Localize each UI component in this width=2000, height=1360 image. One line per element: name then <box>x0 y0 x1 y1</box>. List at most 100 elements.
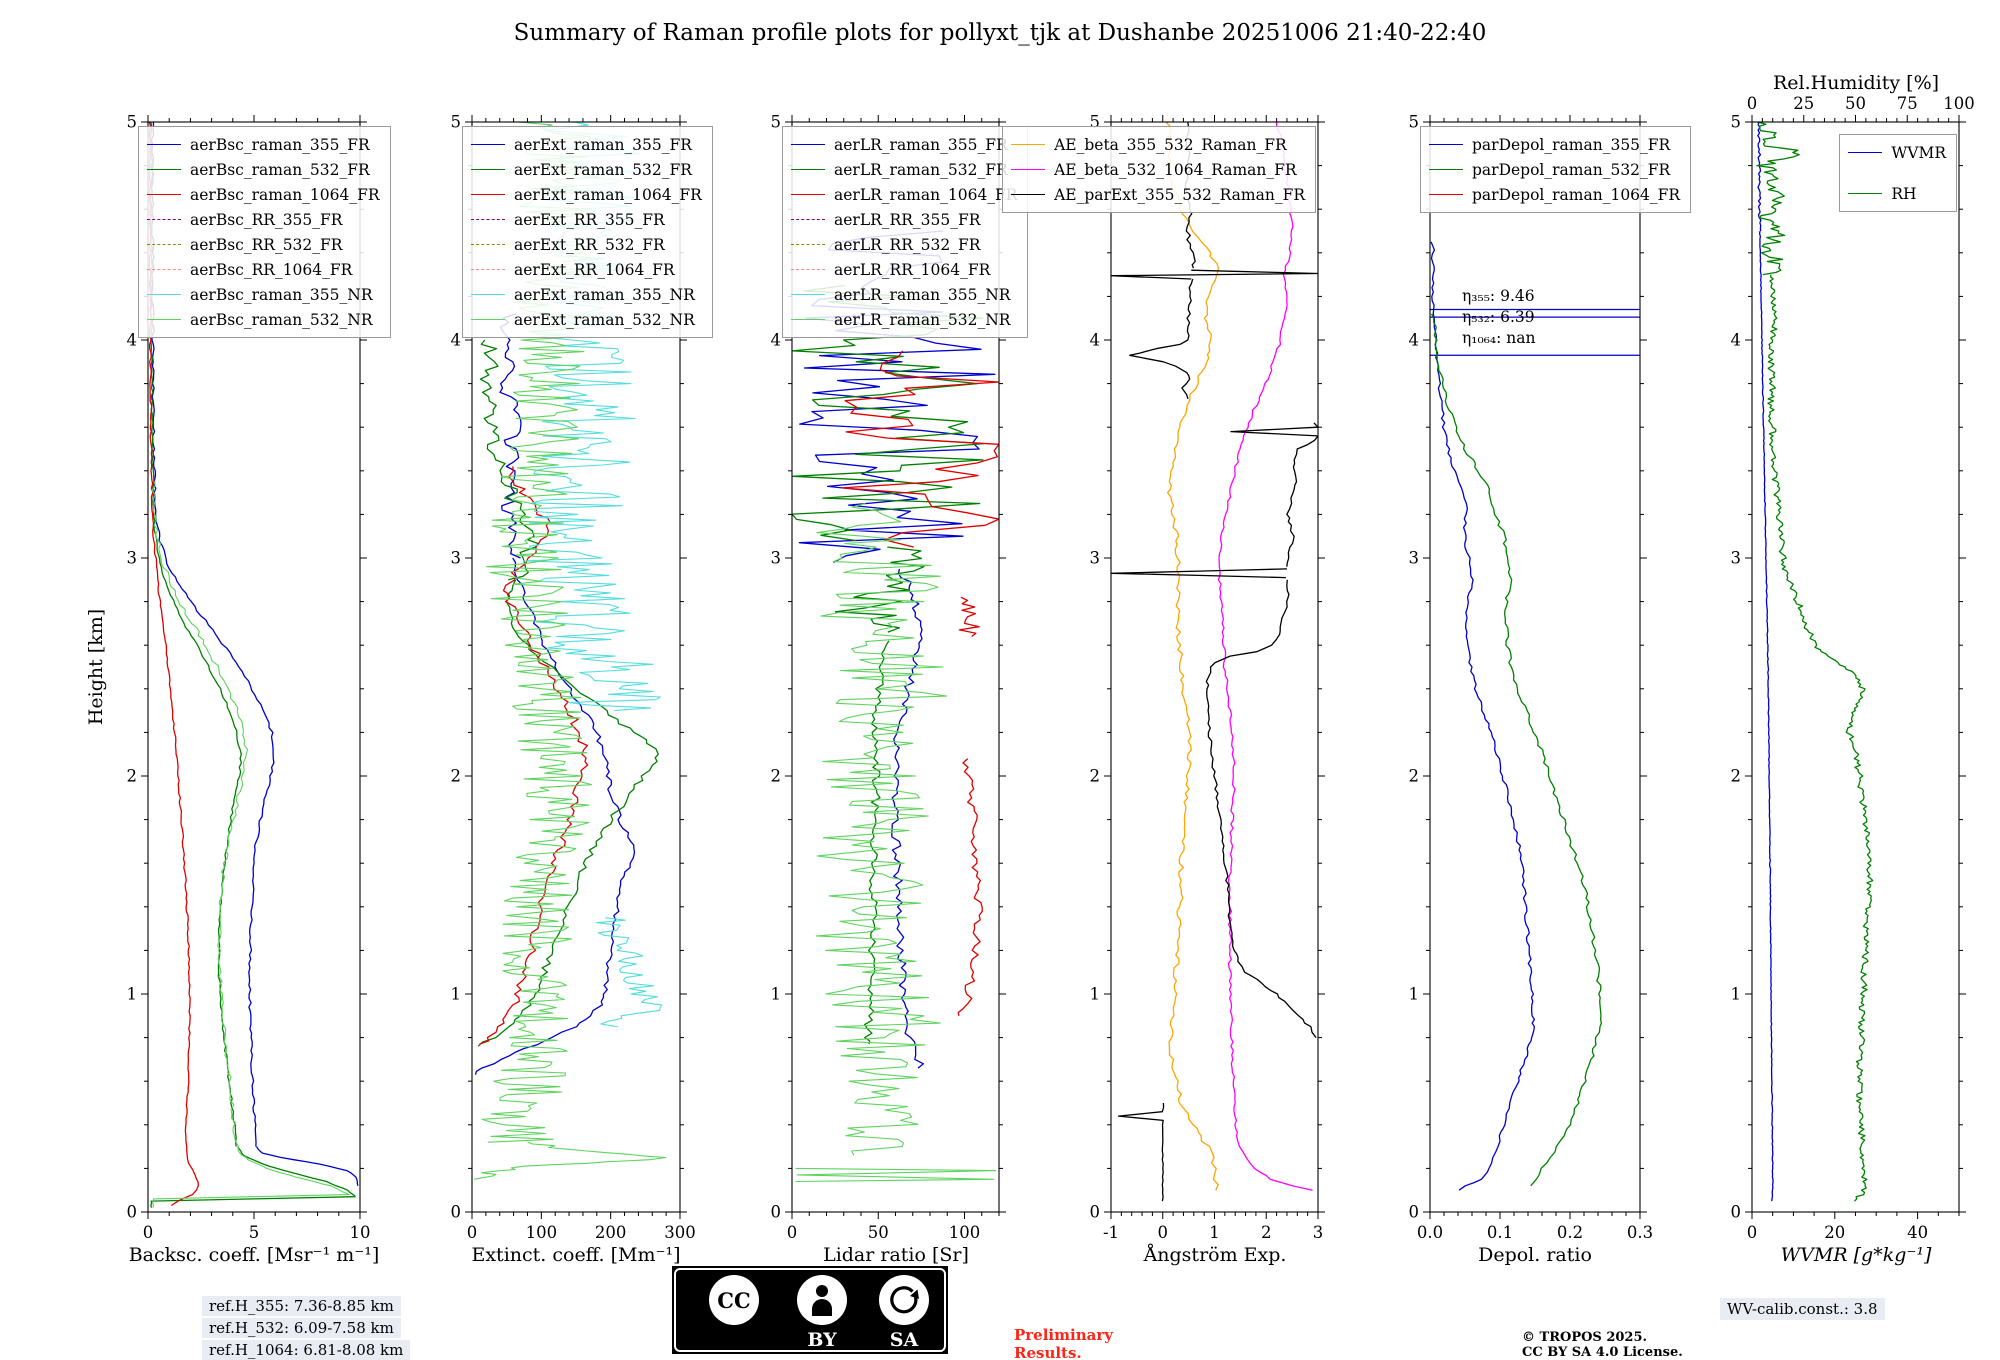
series-curve-aerLR_raman_532_NR <box>795 1167 997 1183</box>
panel-frame <box>1429 121 1641 1213</box>
x-tick-label: 0 <box>1158 1223 1169 1242</box>
legend-label: aerExt_raman_355_NR <box>514 285 695 304</box>
series-curve-AE_beta_355_532_Raman_FR <box>1165 122 1220 1191</box>
x-label-depol: Depol. ratio <box>1478 1244 1592 1266</box>
x-tick-label: 0 <box>787 1223 798 1242</box>
x-tick-label: 0 <box>467 1223 478 1242</box>
panel-legend: aerExt_raman_355_FR aerExt_raman_532_FR ae… <box>462 126 713 338</box>
legend-item: aerBsc_RR_1064_FR <box>147 257 380 282</box>
legend-line-sample <box>147 244 181 245</box>
eta-532: η₅₃₂: 6.39 <box>1462 308 1535 326</box>
legend-line-sample <box>791 269 825 270</box>
x-tick-label: 10 <box>350 1223 371 1242</box>
legend-label: AE_parExt_355_532_Raman_FR <box>1054 185 1305 204</box>
y-tick-label: 2 <box>127 767 138 786</box>
x-tick-label: 2 <box>1261 1223 1272 1242</box>
y-tick-label: 2 <box>1090 767 1101 786</box>
x-tick-label: 0.2 <box>1557 1223 1583 1242</box>
legend-item: RH <box>1848 181 1946 206</box>
legend-line-sample <box>791 169 825 170</box>
legend-label: AE_beta_355_532_Raman_FR <box>1054 135 1287 154</box>
legend-line-sample <box>1848 193 1883 194</box>
x-tick-label: 20 <box>1824 1223 1845 1242</box>
legend-item: aerLR_RR_355_FR <box>791 207 1017 232</box>
series-curve-aerBsc_raman_532_NR <box>238 1150 350 1196</box>
y-tick-label: 1 <box>1731 985 1742 1004</box>
top-tick-label: 75 <box>1897 94 1918 113</box>
series-curve-aerBsc_raman_532_NR <box>152 1194 350 1208</box>
y-tick-label: 0 <box>1731 1203 1742 1222</box>
x-tick-label: 0.0 <box>1417 1223 1443 1242</box>
legend-line-sample <box>471 219 505 220</box>
legend-item: aerBsc_RR_532_FR <box>147 232 380 257</box>
legend-item: aerExt_RR_532_FR <box>471 232 702 257</box>
x-tick-label: 0.1 <box>1487 1223 1513 1242</box>
legend-item: aerLR_raman_1064_FR <box>791 182 1017 207</box>
by-label: BY <box>807 1329 837 1351</box>
y-tick-label: 1 <box>771 985 782 1004</box>
y-tick-label: 0 <box>127 1203 138 1222</box>
legend-label: aerBsc_raman_1064_FR <box>190 185 380 204</box>
legend-label: aerLR_raman_355_NR <box>834 285 1011 304</box>
legend-label: aerLR_raman_532_FR <box>834 160 1008 179</box>
ref-height-355: ref.H_355: 7.36-8.85 km <box>202 1296 401 1316</box>
x-label-angstrom: Ångström Exp. <box>1143 1244 1287 1266</box>
legend-item: AE_parExt_355_532_Raman_FR <box>1011 182 1305 207</box>
y-tick-label: 5 <box>127 113 138 132</box>
y-tick-label: 3 <box>1731 549 1742 568</box>
legend-item: aerBsc_raman_532_NR <box>147 307 380 332</box>
legend-line-sample <box>791 194 825 195</box>
legend-label: aerLR_raman_355_FR <box>834 135 1008 154</box>
eta-355: η₃₅₅: 9.46 <box>1462 287 1535 305</box>
series-curve-aerLR_raman_532_FR <box>864 640 890 1045</box>
series-curve-aerBsc_raman_355_FR <box>256 1146 359 1186</box>
x-tick-label: 1 <box>1209 1223 1220 1242</box>
series-curve-aerExt_raman_532_FR <box>477 579 659 1047</box>
legend-line-sample <box>1429 194 1463 195</box>
y-tick-label: 3 <box>451 549 462 568</box>
copyright-note: © TROPOS 2025. CC BY SA 4.0 License. <box>1522 1330 1683 1360</box>
x-label-extinction: Extinct. coeff. [Mm⁻¹] <box>471 1244 681 1266</box>
y-tick-label: 4 <box>1090 331 1101 350</box>
y-tick-label: 4 <box>451 331 462 350</box>
panel-legend: parDepol_raman_355_FR parDepol_raman_532_… <box>1420 126 1692 213</box>
panel-legend: aerBsc_raman_355_FR aerBsc_raman_532_FR ae… <box>138 126 391 338</box>
sa-label: SA <box>890 1329 919 1351</box>
panel-frame <box>1110 121 1319 1213</box>
legend-line-sample <box>1848 152 1883 153</box>
series-curve-aerLR_raman_1064_FR <box>958 596 980 638</box>
legend-label: aerExt_raman_532_FR <box>514 160 692 179</box>
x-tick-label: 100 <box>526 1223 558 1242</box>
legend-line-sample <box>1011 194 1046 195</box>
top-tick-label: 0 <box>1747 94 1758 113</box>
series-curve-WVMR <box>1757 122 1762 232</box>
top-tick-label: 25 <box>1793 94 1814 113</box>
legend-line-sample <box>471 144 505 145</box>
legend-label: RH <box>1891 184 1917 203</box>
y-tick-label: 4 <box>771 331 782 350</box>
sa-arrows-icon <box>879 1275 929 1325</box>
legend-line-sample <box>147 269 181 270</box>
legend-line-sample <box>147 169 181 170</box>
legend-label: aerExt_RR_1064_FR <box>514 260 675 279</box>
panel-legend: aerLR_raman_355_FR aerLR_raman_532_FR aerL… <box>782 126 1029 338</box>
legend-line-sample <box>471 319 505 320</box>
legend-label: aerExt_raman_1064_FR <box>514 185 702 204</box>
series-curve-AE_parExt_355_532_Raman_FR <box>1117 1102 1165 1202</box>
eta-1064: η₁₀₆₄: nan <box>1462 329 1536 347</box>
series-curve-RH <box>1756 122 1800 276</box>
y-tick-label: 3 <box>1090 549 1101 568</box>
legend-label: aerLR_RR_532_FR <box>834 235 981 254</box>
legend-label: parDepol_raman_355_FR <box>1472 135 1671 154</box>
legend-item: aerExt_RR_355_FR <box>471 207 702 232</box>
legend-label: parDepol_raman_1064_FR <box>1472 185 1681 204</box>
legend-item: aerExt_raman_532_FR <box>471 157 702 182</box>
panel-frame <box>1751 121 1960 1213</box>
eta-annotation: η₃₅₅: 9.46 η₅₃₂: 6.39 η₁₀₆₄: nan <box>1462 286 1536 349</box>
y-tick-label: 3 <box>1409 549 1420 568</box>
top-label-humidity: Rel.Humidity [%] <box>1772 72 1940 94</box>
top-tick-label: 100 <box>1943 94 1975 113</box>
series-curve-aerExt_raman_532_NR <box>474 1141 667 1180</box>
legend-item: aerBsc_RR_355_FR <box>147 207 380 232</box>
series-curve-RH <box>1767 274 1874 1202</box>
